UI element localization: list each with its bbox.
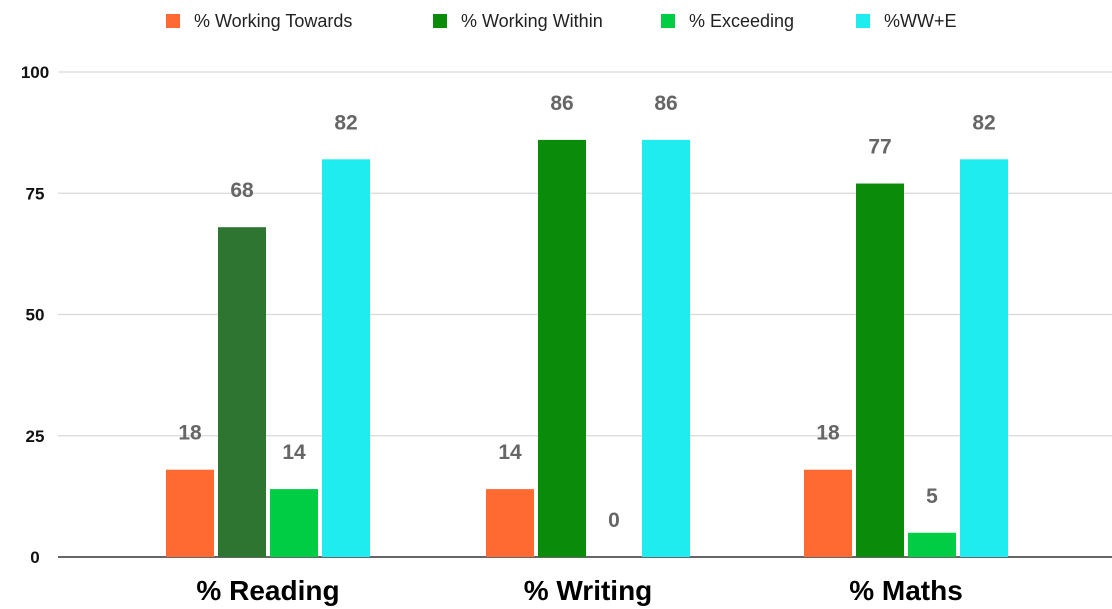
y-tick-label: 50	[26, 306, 45, 325]
bar	[538, 139, 586, 557]
x-category-label: % Maths	[849, 575, 963, 606]
data-label: 86	[550, 92, 573, 115]
y-axis-tick-labels: 0 25 50 75 100	[21, 63, 49, 567]
legend-swatch	[433, 14, 447, 28]
x-category-label: % Reading	[196, 575, 339, 606]
y-tick-label: 75	[26, 184, 45, 203]
bar	[642, 139, 690, 557]
bar	[486, 489, 534, 557]
bars	[166, 139, 1008, 558]
y-tick-label: 0	[30, 548, 39, 567]
data-label: 77	[868, 136, 891, 159]
data-label: 14	[282, 441, 306, 464]
bar	[322, 159, 370, 558]
bar	[218, 227, 266, 557]
bar	[908, 532, 956, 557]
data-label: 68	[230, 179, 254, 202]
legend-label: % Working Towards	[194, 11, 352, 31]
legend-item: % Exceeding	[661, 11, 794, 31]
data-label: 86	[654, 92, 677, 115]
legend-swatch	[661, 14, 675, 28]
data-label: 18	[816, 422, 840, 445]
bar	[804, 469, 852, 557]
legend-item: % Working Towards	[166, 11, 352, 31]
legend-swatch	[166, 14, 180, 28]
data-labels: 18 68 14 82 14 86 0 86 18 77 5 82	[178, 92, 995, 532]
bar	[166, 469, 214, 557]
data-label: 18	[178, 422, 202, 445]
legend-item: % Working Within	[433, 11, 603, 31]
bar	[960, 159, 1008, 558]
bar	[270, 489, 318, 557]
data-label: 82	[334, 111, 357, 134]
x-axis-category-labels: % Reading % Writing % Maths	[196, 575, 962, 606]
legend-label: % Exceeding	[689, 11, 794, 31]
bar	[856, 183, 904, 558]
legend-label: %WW+E	[884, 11, 957, 31]
data-label: 0	[608, 509, 620, 532]
data-label: 14	[498, 441, 522, 464]
data-label: 5	[926, 485, 938, 508]
y-tick-label: 25	[26, 427, 45, 446]
legend-swatch	[856, 14, 870, 28]
x-category-label: % Writing	[524, 575, 653, 606]
legend-label: % Working Within	[461, 11, 603, 31]
legend-item: %WW+E	[856, 11, 957, 31]
y-tick-label: 100	[21, 63, 49, 82]
legend: % Working Towards % Working Within % Excee…	[166, 11, 957, 31]
data-label: 82	[972, 111, 995, 134]
